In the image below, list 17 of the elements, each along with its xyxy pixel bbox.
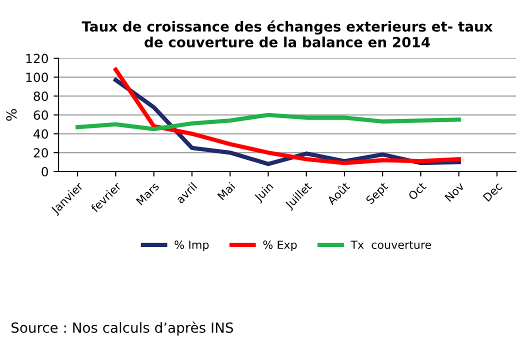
x-tick-label: Dec [482, 182, 503, 202]
y-tick-label: 20 [34, 148, 48, 158]
line-series [76, 112, 461, 132]
y-axis-title: % [6, 109, 17, 121]
legend-label: % Imp [174, 240, 209, 252]
legend-label: Tx couverture [350, 240, 432, 249]
x-tick-label: Oct [408, 182, 427, 200]
y-tick-label: 100 [26, 72, 48, 82]
legend-label: % Exp [263, 240, 297, 252]
y-tick-label: 40 [34, 129, 48, 139]
chart-title: Taux de croissance des échanges exterieurs et- taux de couverture de la balance en 2014 [82, 20, 493, 48]
y-tick-label: 80 [34, 92, 48, 101]
x-tick-label: Mai [217, 182, 236, 200]
y-tick-label: 0 [42, 166, 48, 176]
y-tick-label: 120 [26, 54, 48, 64]
source-note: Source : Nos calculs d’après INS [12, 322, 234, 336]
y-tick-label: 60 [34, 110, 48, 120]
